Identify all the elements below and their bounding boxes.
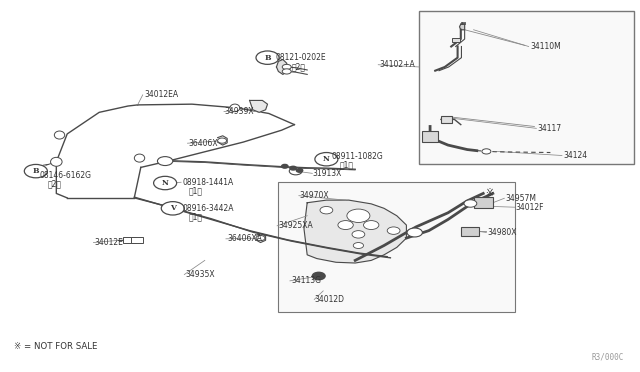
Ellipse shape bbox=[51, 157, 62, 166]
Text: 34925XA: 34925XA bbox=[278, 221, 313, 230]
Text: 34124: 34124 bbox=[563, 151, 588, 160]
Polygon shape bbox=[250, 100, 268, 112]
Circle shape bbox=[282, 164, 288, 168]
Bar bbox=[131, 237, 143, 243]
Text: 34935X: 34935X bbox=[186, 270, 215, 279]
Text: 08121-0202E: 08121-0202E bbox=[275, 53, 326, 62]
Text: N: N bbox=[162, 179, 168, 187]
Circle shape bbox=[482, 149, 491, 154]
Text: 34110M: 34110M bbox=[530, 42, 561, 51]
Polygon shape bbox=[460, 24, 465, 30]
Text: 34012EA: 34012EA bbox=[144, 90, 178, 99]
Text: R3/000C: R3/000C bbox=[591, 353, 624, 362]
Circle shape bbox=[290, 166, 296, 170]
Circle shape bbox=[154, 176, 177, 190]
Circle shape bbox=[364, 221, 379, 230]
Text: 08916-3442A: 08916-3442A bbox=[182, 204, 234, 213]
Text: 31913X: 31913X bbox=[312, 169, 342, 178]
Circle shape bbox=[24, 164, 47, 178]
Bar bbox=[419, 11, 634, 164]
Text: 34939X: 34939X bbox=[224, 107, 253, 116]
Circle shape bbox=[338, 221, 353, 230]
Circle shape bbox=[464, 200, 477, 207]
Text: （1）: （1） bbox=[189, 212, 203, 221]
Text: N: N bbox=[323, 155, 330, 163]
Text: （2）: （2） bbox=[291, 62, 305, 71]
Ellipse shape bbox=[54, 131, 65, 139]
Text: 34012F: 34012F bbox=[516, 203, 545, 212]
Circle shape bbox=[157, 157, 173, 166]
Circle shape bbox=[387, 227, 400, 234]
Circle shape bbox=[407, 228, 422, 237]
Circle shape bbox=[256, 51, 279, 64]
Text: B: B bbox=[33, 167, 39, 175]
Circle shape bbox=[296, 169, 303, 172]
Text: 36406X: 36406X bbox=[189, 139, 218, 148]
Text: 34980X: 34980X bbox=[488, 228, 517, 237]
Bar bbox=[452, 38, 460, 42]
Bar bbox=[474, 197, 493, 208]
Text: （1）: （1） bbox=[189, 186, 203, 195]
Polygon shape bbox=[304, 200, 406, 263]
Bar bbox=[422, 131, 438, 142]
Circle shape bbox=[353, 243, 364, 248]
Text: 36406XA: 36406XA bbox=[227, 234, 262, 243]
Circle shape bbox=[161, 202, 184, 215]
Text: 34970X: 34970X bbox=[300, 191, 329, 200]
Polygon shape bbox=[276, 60, 287, 74]
Text: （2）: （2） bbox=[47, 179, 61, 188]
Bar bbox=[123, 237, 136, 243]
Circle shape bbox=[315, 153, 338, 166]
Text: 08146-6162G: 08146-6162G bbox=[40, 171, 92, 180]
Circle shape bbox=[218, 138, 227, 143]
Ellipse shape bbox=[230, 104, 240, 112]
Bar bbox=[441, 116, 452, 123]
Circle shape bbox=[312, 272, 325, 280]
Bar bbox=[461, 227, 479, 236]
Text: 08918-1441A: 08918-1441A bbox=[182, 178, 234, 187]
Bar bbox=[278, 182, 515, 312]
Text: ※ = NOT FOR SALE: ※ = NOT FOR SALE bbox=[14, 342, 97, 351]
Circle shape bbox=[347, 209, 370, 222]
Circle shape bbox=[256, 235, 265, 241]
Text: B: B bbox=[264, 54, 271, 62]
Circle shape bbox=[352, 231, 365, 238]
Ellipse shape bbox=[134, 154, 145, 162]
Text: 34102+A: 34102+A bbox=[380, 60, 415, 69]
Circle shape bbox=[320, 206, 333, 214]
Text: ※: ※ bbox=[486, 188, 493, 198]
Circle shape bbox=[289, 167, 302, 175]
Text: 34012D: 34012D bbox=[315, 295, 345, 304]
Text: 08911-1082G: 08911-1082G bbox=[332, 152, 383, 161]
Text: （1）: （1） bbox=[339, 160, 353, 169]
Circle shape bbox=[282, 64, 291, 70]
Text: 34117: 34117 bbox=[538, 124, 562, 133]
Text: V: V bbox=[170, 204, 176, 212]
Text: 34012E: 34012E bbox=[95, 238, 124, 247]
Circle shape bbox=[282, 69, 291, 74]
Text: 34113G: 34113G bbox=[291, 276, 321, 285]
Text: 34957M: 34957M bbox=[506, 194, 536, 203]
